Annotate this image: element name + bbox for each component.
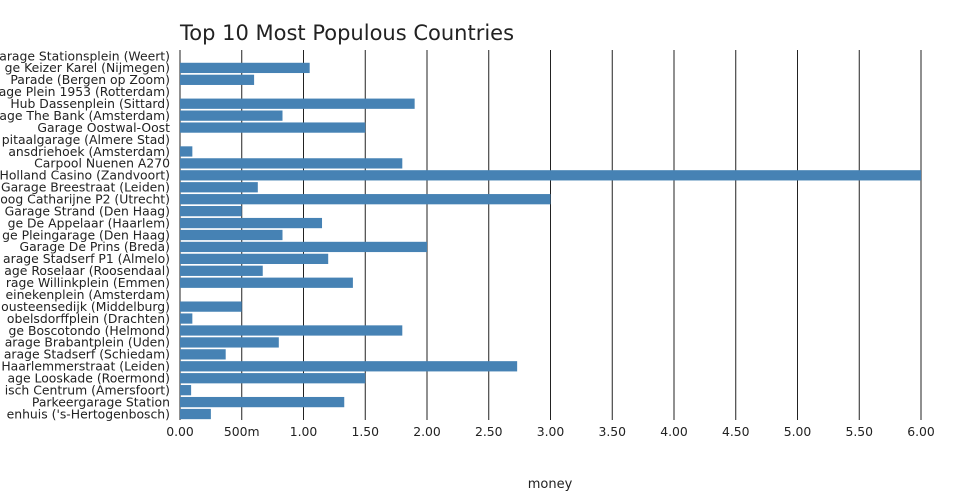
x-tick-label: 2.00 — [413, 424, 441, 439]
y-tick-label: age Looskade (Roermond) — [8, 371, 170, 386]
x-axis-label: money — [528, 477, 573, 492]
x-tick-label: 500m — [224, 424, 260, 439]
grid-lines — [179, 50, 922, 420]
bar — [180, 408, 211, 420]
bar — [180, 325, 403, 336]
y-tick-label: Garage De Prins (Breda) — [19, 239, 170, 254]
y-tick-label: ge Pleingarage (Den Haag) — [2, 227, 170, 242]
y-tick-label: obelsdorffplein (Drachten) — [7, 311, 170, 326]
x-tick-label: 3.50 — [598, 424, 626, 439]
y-tick-label: Garage Oostwal-Oost — [37, 120, 170, 135]
y-tick-label: Holland Casino (Zandvoort) — [0, 168, 170, 183]
y-tick-label: ansdriehoek (Amsterdam) — [8, 144, 170, 159]
bar — [180, 98, 415, 109]
y-tick-label: Haarlemmerstraat (Leiden) — [1, 359, 170, 374]
y-tick-label: oog Catharijne P2 (Utrecht) — [0, 191, 170, 206]
bar — [180, 277, 353, 288]
y-tick-label: age The Bank (Amsterdam) — [0, 108, 170, 123]
x-tick-label: 2.50 — [475, 424, 503, 439]
bar — [180, 170, 921, 181]
x-tick-label: 1.50 — [351, 424, 379, 439]
bar — [180, 110, 283, 121]
x-tick-label: 3.00 — [537, 424, 565, 439]
bar — [180, 146, 193, 157]
bars — [180, 62, 921, 420]
y-tick-label: ge De Appelaar (Haarlem) — [8, 215, 170, 230]
y-tick-label: Parkeergarage Station — [32, 394, 170, 409]
y-tick-label: Hub Dassenplein (Sittard) — [10, 96, 170, 111]
bar — [180, 349, 226, 360]
bar — [180, 122, 366, 133]
bar — [180, 62, 310, 74]
x-tick-label: 4.00 — [660, 424, 688, 439]
y-tick-labels: garage Stationsplein (Weert)ge Keizer Ka… — [0, 48, 170, 421]
y-tick-label: pitaalgarage (Almere Stad) — [2, 132, 170, 147]
bar — [180, 229, 283, 241]
y-tick-label: arage Stadserf (Schiedam) — [4, 347, 170, 362]
y-tick-label: age Roselaar (Roosendaal) — [4, 263, 170, 278]
x-tick-labels: 0.00 500m 1.00 1.50 2.00 2.50 3.00 3.50 4.00 4.50… — [166, 424, 935, 439]
y-tick-label: Parade (Bergen op Zoom) — [10, 72, 170, 87]
x-tick-label: 1.00 — [290, 424, 318, 439]
y-tick-label: Garage Breestraat (Leiden) — [1, 180, 170, 195]
y-tick-label: rage Willinkplein (Emmen) — [6, 275, 170, 290]
bar — [180, 337, 279, 348]
x-tick-label: 0.00 — [166, 424, 194, 439]
y-tick-label: arage Stadserf P1 (Almelo) — [3, 251, 170, 266]
y-tick-label: garage Stationsplein (Weert) — [0, 48, 170, 63]
bar — [180, 217, 323, 229]
bar — [180, 74, 255, 85]
bar — [180, 361, 518, 372]
y-tick-label: isch Centrum (Amersfoort) — [5, 382, 170, 397]
y-tick-label: enhuis ('s-Hertogenbosch) — [7, 406, 170, 421]
bar — [180, 253, 329, 265]
bar — [180, 313, 193, 324]
bar — [180, 301, 242, 312]
bar — [180, 241, 427, 253]
y-tick-label: age Plein 1953 (Rotterdam) — [0, 84, 170, 99]
y-tick-label: ousteensedijk (Middelburg) — [1, 299, 170, 314]
bar — [180, 194, 551, 205]
x-tick-label: 5.00 — [784, 424, 812, 439]
y-tick-label: ge Boscotondo (Helmond) — [9, 323, 170, 338]
y-tick-label: arage Brabantplein (Uden) — [5, 335, 170, 350]
x-tick-label: 5.50 — [845, 424, 873, 439]
y-tick-label: ge Keizer Karel (Nijmegen) — [5, 60, 170, 75]
bar — [180, 373, 366, 384]
x-tick-label: 6.00 — [907, 424, 935, 439]
y-tick-label: Garage Strand (Den Haag) — [5, 203, 170, 218]
y-tick-label: einekenplein (Amsterdam) — [6, 287, 170, 302]
chart-title: Top 10 Most Populous Countries — [179, 21, 514, 45]
y-tick-label: Carpool Nuenen A270 — [34, 156, 170, 171]
bar — [180, 385, 192, 396]
bar — [180, 265, 263, 276]
bar — [180, 396, 345, 408]
bar — [180, 182, 258, 193]
bar — [180, 205, 242, 217]
bar — [180, 158, 403, 169]
x-tick-label: 4.50 — [722, 424, 750, 439]
